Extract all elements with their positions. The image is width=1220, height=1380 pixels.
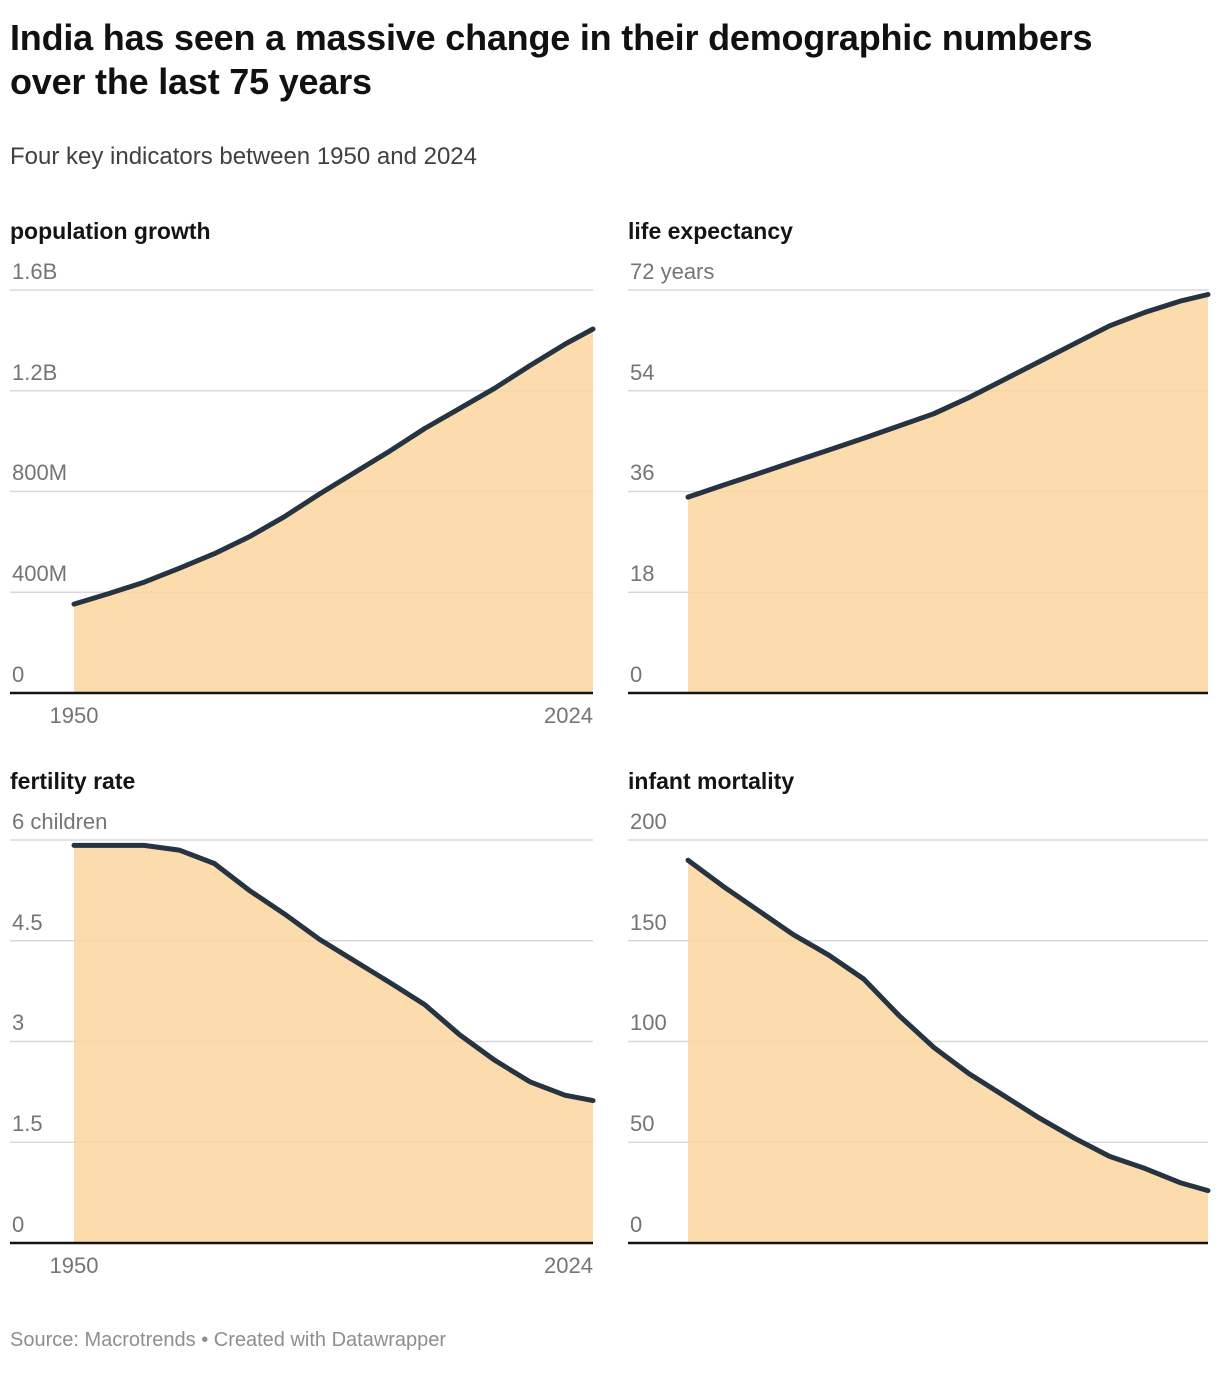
area-fill: [74, 329, 593, 693]
x-axis-labels: 1950 2024: [10, 695, 593, 731]
fertility-rate-area-chart: [10, 839, 596, 1245]
x-tick-last-year: 2024: [544, 1253, 593, 1278]
chart-title-population-growth: population growth: [10, 218, 211, 244]
plot-population-growth: 1.6B 1.2B 800M 400M 0: [10, 252, 596, 695]
y-tick-label: 72 years: [630, 259, 715, 284]
plot-life-expectancy: 72 years 54 36 18 0: [628, 252, 1211, 695]
x-axis-labels: 1950 2024: [10, 1245, 593, 1281]
area-fill: [74, 845, 593, 1243]
area-fill: [688, 860, 1208, 1243]
chart-title-life-expectancy: life expectancy: [628, 218, 793, 244]
infant-mortality-area-chart: [628, 839, 1211, 1245]
chart-page: India has seen a massive change in their…: [0, 16, 1220, 1353]
chart-title-infant-mortality: infant mortality: [628, 768, 795, 794]
x-tick-first-year: 1950: [49, 1253, 99, 1278]
x-tick-first-year: 1950: [49, 703, 99, 728]
chart-cell-population-growth: population growth 1.6B 1.2B 800M 400M 0 …: [10, 216, 596, 731]
source-attribution: Source: Macrotrends • Created with Dataw…: [10, 1329, 447, 1351]
chart-cell-life-expectancy: life expectancy 72 years 54 36 18 0: [628, 216, 1211, 695]
data-line: [71, 842, 596, 1104]
chart-cell-fertility-rate: fertility rate 6 children 4.5 3 1.5 0 19…: [10, 766, 596, 1281]
data-line: [685, 857, 1211, 1194]
small-multiples-grid: population growth 1.6B 1.2B 800M 400M 0 …: [10, 216, 1211, 1281]
data-line: [685, 292, 1211, 500]
y-tick-label: 1.6B: [12, 259, 58, 284]
x-tick-last-year: 2024: [544, 703, 593, 728]
life-expectancy-area-chart: [628, 289, 1211, 695]
population-growth-area-chart: [10, 289, 596, 695]
chart-cell-infant-mortality: infant mortality 200 150 100 50 0: [628, 766, 1211, 1245]
plot-infant-mortality: 200 150 100 50 0: [628, 802, 1211, 1245]
y-tick-label: 200: [630, 809, 667, 834]
area-fill: [688, 294, 1208, 693]
chart-title-fertility-rate: fertility rate: [10, 768, 136, 794]
page-title: India has seen a massive change in their…: [10, 17, 1093, 102]
plot-fertility-rate: 6 children 4.5 3 1.5 0: [10, 802, 596, 1245]
data-line: [71, 326, 596, 607]
y-tick-label: 6 children: [12, 809, 108, 834]
page-subtitle: Four key indicators between 1950 and 202…: [10, 143, 477, 170]
